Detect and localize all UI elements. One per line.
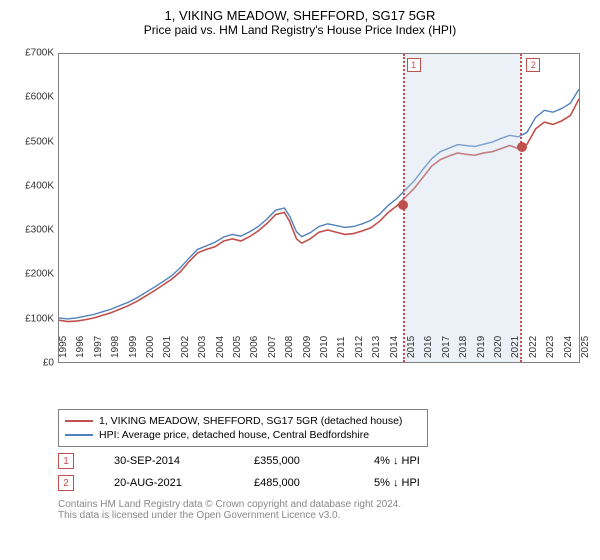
y-tick-label: £400K <box>25 180 54 191</box>
y-tick-label: £100K <box>25 313 54 324</box>
x-tick-label: 2007 <box>267 336 278 358</box>
sale-badge: 1 <box>58 453 74 469</box>
x-tick-label: 1998 <box>110 336 121 358</box>
x-tick-label: 1999 <box>128 336 139 358</box>
x-tick-label: 2016 <box>423 336 434 358</box>
sale-delta: 4% ↓ HPI <box>374 455 420 467</box>
x-tick-label: 2013 <box>371 336 382 358</box>
legend-item: HPI: Average price, detached house, Cent… <box>65 428 421 442</box>
legend-label: 1, VIKING MEADOW, SHEFFORD, SG17 5GR (de… <box>99 415 402 427</box>
x-tick-label: 2006 <box>249 336 260 358</box>
sale-date: 20-AUG-2021 <box>114 477 214 489</box>
x-tick-label: 1996 <box>75 336 86 358</box>
sale-date: 30-SEP-2014 <box>114 455 214 467</box>
sale-delta: 5% ↓ HPI <box>374 477 420 489</box>
x-tick-label: 2004 <box>215 336 226 358</box>
x-tick-label: 2002 <box>180 336 191 358</box>
sale-label-1: 1 <box>407 58 421 72</box>
legend: 1, VIKING MEADOW, SHEFFORD, SG17 5GR (de… <box>58 409 428 447</box>
footer-line-1: Contains HM Land Registry data © Crown c… <box>58 499 590 510</box>
legend-item: 1, VIKING MEADOW, SHEFFORD, SG17 5GR (de… <box>65 414 421 428</box>
sales-table: 1 30-SEP-2014 £355,000 4% ↓ HPI 2 20-AUG-2021… <box>10 453 590 491</box>
x-tick-label: 2023 <box>545 336 556 358</box>
legend-label: HPI: Average price, detached house, Cent… <box>99 429 369 441</box>
x-tick-label: 2011 <box>336 336 347 358</box>
x-tick-label: 2005 <box>232 336 243 358</box>
x-tick-label: 2020 <box>493 336 504 358</box>
x-tick-label: 2015 <box>406 336 417 358</box>
x-tick-label: 2021 <box>510 336 521 358</box>
sale-marker-2 <box>517 142 527 152</box>
x-tick-label: 2001 <box>162 336 173 358</box>
x-tick-label: 1995 <box>58 336 69 358</box>
x-tick-label: 2025 <box>580 336 591 358</box>
x-tick-label: 2014 <box>389 336 400 358</box>
y-tick-label: £0 <box>43 358 54 369</box>
chart-area: 12 £0£100K£200K£300K£400K£500K£600K£700K… <box>10 43 590 403</box>
x-tick-label: 2024 <box>563 336 574 358</box>
x-tick-label: 2008 <box>284 336 295 358</box>
x-tick-label: 2012 <box>354 336 365 358</box>
legend-swatch <box>65 434 93 436</box>
x-tick-label: 2018 <box>458 336 469 358</box>
x-tick-label: 2022 <box>528 336 539 358</box>
footer-line-2: This data is licensed under the Open Gov… <box>58 510 590 521</box>
footer: Contains HM Land Registry data © Crown c… <box>58 499 590 521</box>
x-tick-label: 2003 <box>197 336 208 358</box>
shaded-region <box>403 54 523 362</box>
sale-marker-1 <box>398 200 408 210</box>
legend-swatch <box>65 420 93 422</box>
y-tick-label: £200K <box>25 269 54 280</box>
y-tick-label: £600K <box>25 92 54 103</box>
x-tick-label: 2017 <box>441 336 452 358</box>
sale-label-2: 2 <box>526 58 540 72</box>
sale-price: £355,000 <box>254 455 334 467</box>
sale-row: 2 20-AUG-2021 £485,000 5% ↓ HPI <box>58 475 590 491</box>
x-tick-label: 2010 <box>319 336 330 358</box>
sale-row: 1 30-SEP-2014 £355,000 4% ↓ HPI <box>58 453 590 469</box>
sale-price: £485,000 <box>254 477 334 489</box>
chart-subtitle: Price paid vs. HM Land Registry's House … <box>10 23 590 37</box>
chart-title: 1, VIKING MEADOW, SHEFFORD, SG17 5GR <box>10 8 590 23</box>
y-tick-label: £300K <box>25 225 54 236</box>
x-tick-label: 2000 <box>145 336 156 358</box>
plot-region: 12 <box>58 53 580 363</box>
x-tick-label: 1997 <box>93 336 104 358</box>
sale-badge: 2 <box>58 475 74 491</box>
y-tick-label: £500K <box>25 136 54 147</box>
chart-container: 1, VIKING MEADOW, SHEFFORD, SG17 5GR Pri… <box>0 0 600 560</box>
y-tick-label: £700K <box>25 48 54 59</box>
x-tick-label: 2019 <box>476 336 487 358</box>
x-tick-label: 2009 <box>302 336 313 358</box>
